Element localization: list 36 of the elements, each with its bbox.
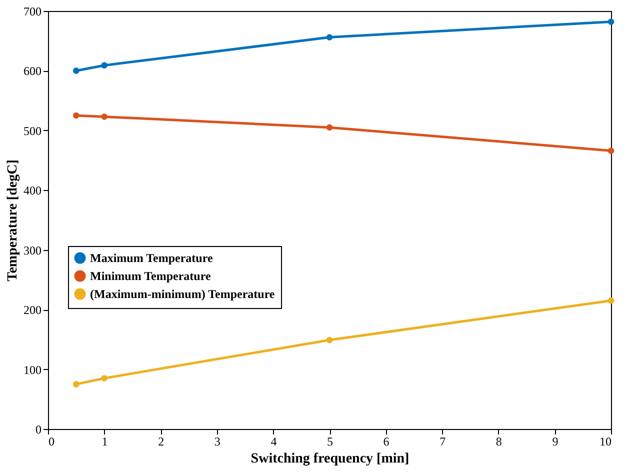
point	[608, 297, 614, 304]
point	[72, 112, 80, 119]
x-tick-label: 4	[270, 434, 277, 448]
x-tick-label: 6	[383, 434, 390, 448]
y-tick-label: 0	[36, 422, 42, 436]
point	[326, 336, 333, 344]
x-tick-label: 8	[496, 434, 502, 448]
y-tick-label: 500	[24, 124, 42, 138]
y-tick-label: 400	[24, 184, 42, 198]
x-tick-label: 5	[327, 434, 333, 448]
point	[72, 68, 80, 74]
x-axis-title: Switching frequency [min]	[250, 452, 410, 466]
y-axis-title: Temperature [degC]	[6, 160, 20, 282]
point	[326, 34, 333, 40]
point	[326, 124, 333, 131]
y-tick-label: 200	[24, 303, 42, 318]
point	[101, 114, 108, 120]
legend-label: Maximum Temperature	[90, 251, 214, 265]
y-tick-label: 100	[24, 362, 42, 377]
x-tick-label: 7	[440, 434, 446, 448]
legend-label: Minimum Temperature	[90, 269, 212, 283]
x-tick-label: 1	[102, 434, 108, 448]
point	[608, 18, 614, 25]
y-tick-label: 300	[24, 243, 42, 258]
point	[101, 375, 108, 382]
point	[101, 62, 108, 68]
x-tick-label: 0	[48, 434, 54, 448]
x-tick-label: 2	[158, 434, 164, 448]
legend-label: (Maximum-minimum) Temperature	[90, 287, 276, 301]
y-tick-label: 700	[24, 4, 42, 18]
x-tick-label: 10	[600, 434, 612, 448]
point	[608, 148, 614, 154]
y-tick-label: 600	[24, 64, 42, 78]
x-tick-label: 9	[552, 434, 558, 448]
x-tick-label: 3	[214, 434, 220, 448]
point	[72, 381, 80, 388]
